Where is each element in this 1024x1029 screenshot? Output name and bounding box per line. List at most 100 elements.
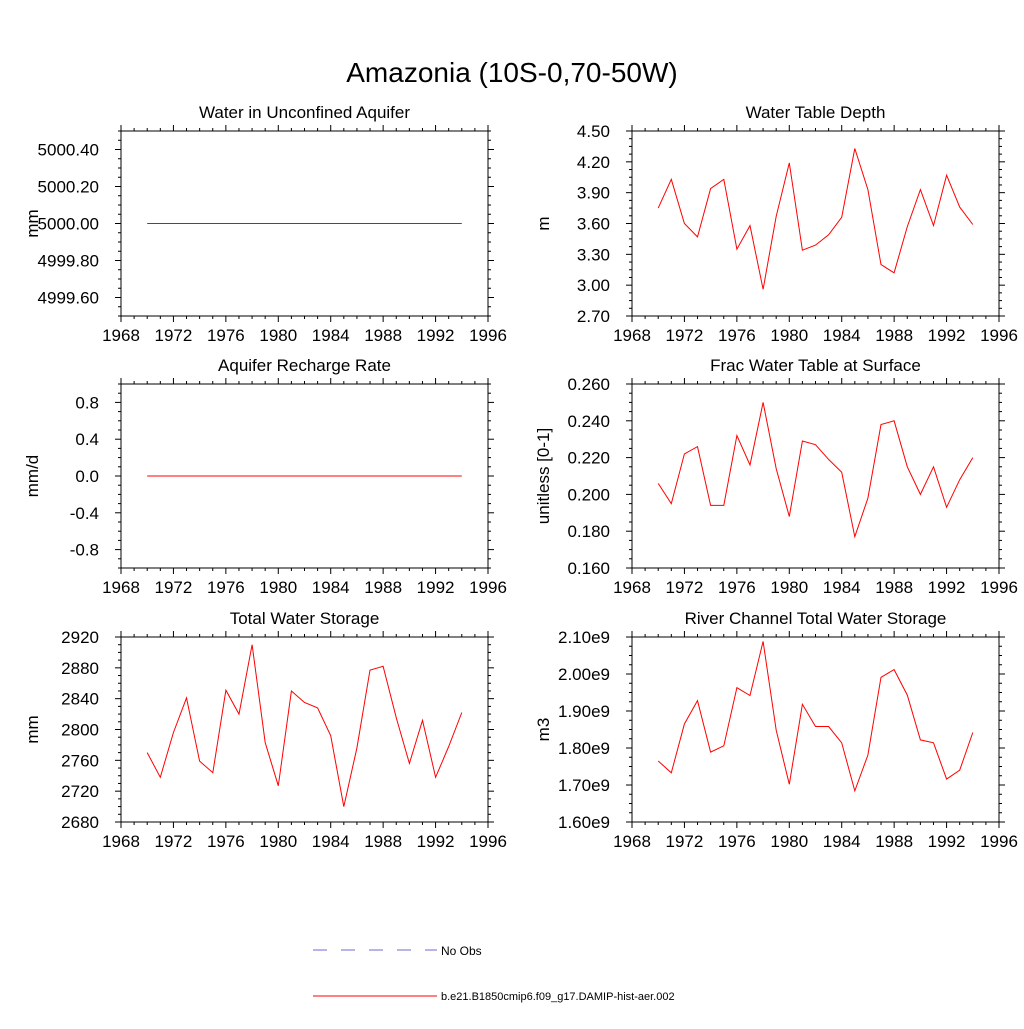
x-tick-label: 1976 [718,578,756,597]
y-tick-label: 2880 [61,659,99,678]
y-tick-label: 0.240 [567,412,610,431]
y-axis-label: m3 [534,718,553,742]
x-tick-label: 1984 [823,326,861,345]
plot-frame [631,130,1000,317]
x-tick-label: 1972 [666,326,704,345]
y-tick-label: 2840 [61,690,99,709]
figure-title: Amazonia (10S-0,70-50W) [346,57,677,88]
x-tick-label: 1976 [207,832,245,851]
x-tick-label: 1984 [312,326,350,345]
y-tick-label: 5000.40 [38,141,99,160]
y-tick-label: 1.70e9 [558,776,610,795]
panel-5: Total Water Storage mm 1968 1972 1976 1980 198… [23,609,507,851]
y-tick-label: 4999.60 [38,289,99,308]
y-tick-label: 2920 [61,628,99,647]
x-tick-label: 1992 [928,578,966,597]
y-tick-label: 0.8 [75,393,99,412]
x-tick-label: 1980 [770,578,808,597]
y-tick-label: 0.200 [567,485,610,504]
x-tick-label: 1984 [312,832,350,851]
panel-4: Frac Water Table at Surface unitless [0-1… [534,356,1018,597]
x-tick-label: 1968 [102,578,140,597]
y-tick-label: 4.50 [577,122,610,141]
panel-title: Water in Unconfined Aquifer [199,103,410,122]
x-tick-label: 1996 [980,832,1018,851]
x-tick-label: 1968 [102,326,140,345]
x-tick-label: 1988 [364,578,402,597]
x-tick-label: 1976 [718,326,756,345]
y-axis-label: unitless [0-1] [534,428,553,524]
y-tick-label: 0.260 [567,375,610,394]
series-line [657,641,974,793]
panel-1: Water in Unconfined Aquifer mm 1968 1972 197… [23,103,507,345]
x-tick-label: 1980 [259,832,297,851]
x-tick-label: 1996 [469,578,507,597]
series-line [657,402,974,539]
legend-obs-label: No Obs [441,944,482,958]
x-tick-label: 1968 [613,326,651,345]
series-line [146,644,463,807]
y-axis-label: m [534,216,553,230]
panel-title: Total Water Storage [230,609,380,628]
y-tick-label: 0.160 [567,559,610,578]
x-tick-label: 1988 [875,578,913,597]
x-tick-label: 1996 [469,832,507,851]
x-tick-label: 1992 [928,326,966,345]
y-tick-label: 5000.00 [38,215,99,234]
panel-3: Aquifer Recharge Rate mm/d 1968 1972 1976 198… [23,356,507,597]
y-tick-label: 2.00e9 [558,665,610,684]
y-tick-label: 2.70 [577,307,610,326]
x-tick-label: 1988 [364,326,402,345]
y-tick-label: 1.80e9 [558,739,610,758]
x-tick-label: 1980 [770,832,808,851]
y-tick-label: -0.4 [70,504,99,523]
y-tick-label: 0.220 [567,449,610,468]
plot-frame [631,636,1000,823]
x-tick-label: 1972 [155,578,193,597]
y-tick-label: 3.30 [577,245,610,264]
x-tick-label: 1996 [980,326,1018,345]
series-line [657,148,974,290]
x-tick-label: 1968 [613,832,651,851]
x-tick-label: 1972 [666,832,704,851]
y-tick-label: 3.00 [577,276,610,295]
x-tick-label: 1988 [875,832,913,851]
panel-2: Water Table Depth m 1968 1972 1976 1980 1984 19… [534,103,1018,345]
x-tick-label: 1984 [823,578,861,597]
x-tick-label: 1972 [666,578,704,597]
panel-title: Aquifer Recharge Rate [218,356,391,375]
y-axis-label: mm [23,209,42,237]
y-tick-label: 0.4 [75,430,99,449]
x-tick-label: 1980 [259,578,297,597]
x-tick-label: 1988 [364,832,402,851]
plot-frame [120,636,489,823]
x-tick-label: 1992 [417,832,455,851]
y-axis-label: mm/d [23,455,42,498]
x-tick-label: 1992 [928,832,966,851]
legend: No Obs b.e21.B1850cmip6.f09_g17.DAMIP-hi… [313,944,675,1003]
x-tick-label: 1984 [312,578,350,597]
y-tick-label: 4999.80 [38,252,99,271]
y-tick-label: -0.8 [70,541,99,560]
y-tick-label: 2720 [61,782,99,801]
x-tick-label: 1992 [417,578,455,597]
x-tick-label: 1996 [469,326,507,345]
x-tick-label: 1996 [980,578,1018,597]
x-tick-label: 1992 [417,326,455,345]
x-tick-label: 1976 [207,326,245,345]
panel-title: Frac Water Table at Surface [710,356,921,375]
y-tick-label: 5000.20 [38,178,99,197]
legend-model-label: b.e21.B1850cmip6.f09_g17.DAMIP-hist-aer.… [441,991,675,1003]
x-tick-label: 1972 [155,832,193,851]
x-tick-label: 1976 [207,578,245,597]
x-tick-label: 1988 [875,326,913,345]
panel-title: River Channel Total Water Storage [685,609,947,628]
plot-frame [631,383,1000,569]
y-tick-label: 4.20 [577,153,610,172]
y-axis-label: mm [23,715,42,743]
x-tick-label: 1984 [823,832,861,851]
panels: Water in Unconfined Aquifer mm 1968 1972 197… [23,103,1018,851]
y-tick-label: 3.90 [577,184,610,203]
